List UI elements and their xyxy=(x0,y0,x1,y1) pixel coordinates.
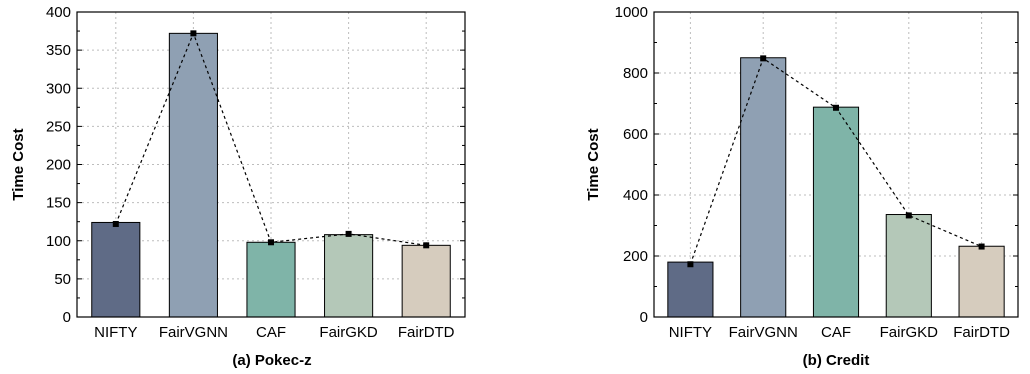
x-tick-label: FairVGNN xyxy=(159,324,228,341)
y-tick-label: 1000 xyxy=(615,4,648,21)
bar-nifty xyxy=(91,221,141,318)
y-tick-label: 800 xyxy=(623,65,648,82)
bar-caf xyxy=(246,241,296,318)
y-tick-label: 200 xyxy=(623,248,648,265)
trend-marker xyxy=(345,230,352,237)
chart-caption: (a) Pokec-z xyxy=(232,352,311,369)
x-tick-label: FairGKD xyxy=(880,324,939,341)
trend-marker xyxy=(760,55,767,62)
y-tick-label: 100 xyxy=(46,233,71,250)
bar-nifty xyxy=(667,261,714,318)
trend-marker xyxy=(978,243,985,250)
trend-marker xyxy=(112,220,119,227)
trend-marker xyxy=(905,212,912,219)
x-tick-label: NIFTY xyxy=(94,324,137,341)
y-tick-label: 400 xyxy=(623,187,648,204)
x-tick-label: FairDTD xyxy=(953,324,1010,341)
x-tick-label: NIFTY xyxy=(669,324,712,341)
y-tick-label: 250 xyxy=(46,118,71,135)
trend-marker xyxy=(268,239,274,246)
y-tick-label: 200 xyxy=(46,157,71,174)
y-tick-label: 600 xyxy=(623,126,648,143)
bar-fairdtd xyxy=(401,244,451,318)
bar-fairvgnn xyxy=(168,32,218,318)
bar-fairdtd xyxy=(958,245,1005,318)
bar-fairgkd xyxy=(885,214,932,318)
bar-fairvgnn xyxy=(740,57,787,318)
y-axis-title: Time Cost xyxy=(10,128,27,200)
y-tick-label: 150 xyxy=(46,195,71,212)
y-tick-label: 300 xyxy=(46,80,71,97)
bar-caf xyxy=(812,106,860,318)
x-tick-label: CAF xyxy=(821,324,851,341)
x-tick-label: FairDTD xyxy=(398,324,455,341)
chart-panel-2: 0 200 400 600 800 1000 NIFTY FairVGNN CAF FairGKD… xyxy=(585,4,1019,369)
x-tick-label: FairGKD xyxy=(319,324,378,341)
y-tick-label: 400 xyxy=(46,4,71,21)
trend-marker xyxy=(687,261,694,268)
y-tick-label: 50 xyxy=(54,271,71,288)
trend-marker xyxy=(423,242,430,249)
y-tick-label: 0 xyxy=(640,309,648,326)
chart-panel-1: 0 50 100 150 200 250 300 350 400 NIFTY FairVGNN CAF… xyxy=(10,4,466,369)
trend-marker xyxy=(190,30,197,37)
y-axis-title: Time Cost xyxy=(585,128,602,200)
x-tick-label: CAF xyxy=(256,324,286,341)
y-tick-label: 350 xyxy=(46,42,71,59)
y-tick-label: 0 xyxy=(63,309,71,326)
trend-marker xyxy=(833,104,839,111)
x-tick-label: FairVGNN xyxy=(729,324,798,341)
bar-fairgkd xyxy=(324,234,374,318)
chart-caption: (b) Credit xyxy=(803,352,870,369)
